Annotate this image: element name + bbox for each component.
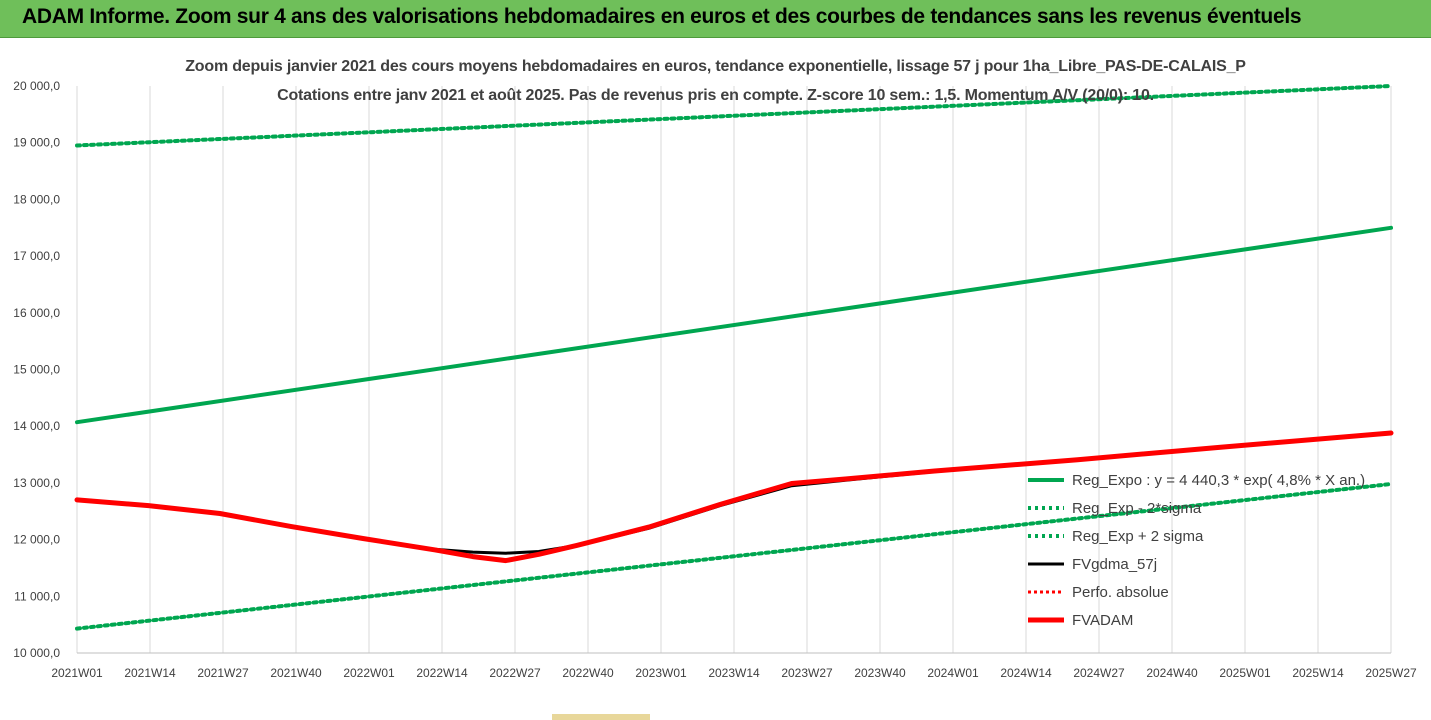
x-tick-label: 2025W01	[1219, 666, 1271, 680]
x-tick-label: 2025W27	[1365, 666, 1417, 680]
series-line-2	[75, 84, 1393, 148]
series-line-1	[75, 482, 1393, 631]
banner-title: ADAM Informe. Zoom sur 4 ans des valoris…	[22, 5, 1302, 28]
legend-label: Reg_Expo : y = 4 440,3 * exp( 4,8% * X a…	[1072, 472, 1365, 489]
y-tick-label: 19 000,0	[13, 136, 60, 150]
x-tick-label: 2023W14	[708, 666, 760, 680]
chart-subtitle: Cotations entre janv 2021 et août 2025. …	[277, 87, 1154, 104]
series-line-0	[75, 225, 1393, 425]
y-tick-label: 16 000,0	[13, 306, 60, 320]
x-tick-label: 2021W14	[124, 666, 176, 680]
x-tick-label: 2021W40	[270, 666, 322, 680]
y-tick-label: 13 000,0	[13, 476, 60, 490]
legend-label: Perfo. absolue	[1072, 584, 1169, 601]
x-tick-label: 2022W27	[489, 666, 541, 680]
x-tick-label: 2024W14	[1000, 666, 1052, 680]
chart-title: Zoom depuis janvier 2021 des cours moyen…	[185, 58, 1246, 75]
x-tick-label: 2024W27	[1073, 666, 1125, 680]
y-tick-label: 10 000,0	[13, 646, 60, 660]
legend-label: FVADAM	[1072, 612, 1133, 629]
y-tick-label: 14 000,0	[13, 419, 60, 433]
y-tick-label: 17 000,0	[13, 249, 60, 263]
x-tick-label: 2022W14	[416, 666, 468, 680]
y-tick-label: 11 000,0	[14, 589, 60, 603]
x-tick-label: 2022W01	[343, 666, 395, 680]
legend-label: Reg_Exp + 2 sigma	[1072, 528, 1204, 545]
x-tick-label: 2023W01	[635, 666, 687, 680]
y-tick-label: 20 000,0	[13, 79, 60, 93]
x-tick-label: 2023W40	[854, 666, 906, 680]
x-tick-label: 2024W40	[1146, 666, 1198, 680]
legend-label: Reg_Exp - 2*sigma	[1072, 500, 1202, 517]
series-line-5	[74, 430, 1394, 564]
x-tick-label: 2024W01	[927, 666, 979, 680]
x-tick-label: 2021W27	[197, 666, 249, 680]
x-tick-label: 2022W40	[562, 666, 614, 680]
y-tick-label: 12 000,0	[13, 533, 60, 547]
y-tick-label: 18 000,0	[13, 192, 60, 206]
scroll-tab	[552, 714, 650, 720]
y-tick-label: 15 000,0	[13, 363, 60, 377]
header-banner: ADAM Informe. Zoom sur 4 ans des valoris…	[0, 0, 1431, 38]
x-tick-label: 2021W01	[51, 666, 103, 680]
x-tick-label: 2025W14	[1292, 666, 1344, 680]
legend-label: FVgdma_57j	[1072, 556, 1157, 573]
x-tick-label: 2023W27	[781, 666, 833, 680]
